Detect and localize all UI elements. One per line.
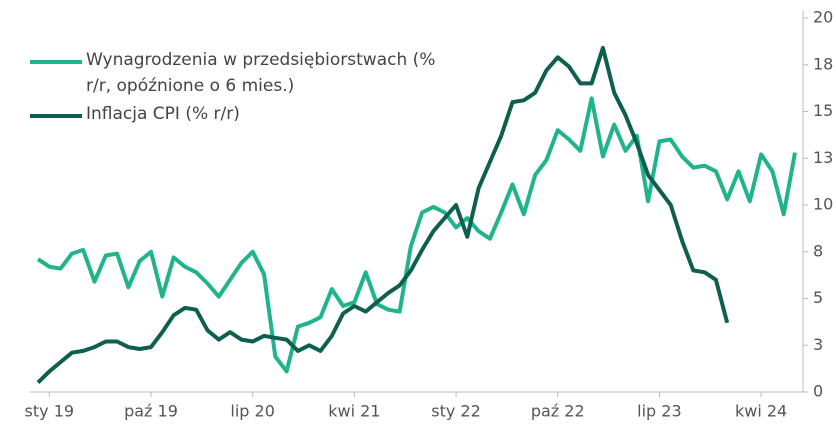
legend-swatch xyxy=(30,60,82,64)
series-line xyxy=(36,96,797,374)
y-tick-label: 5 xyxy=(813,288,823,307)
legend-label: Wynagrodzenia w przedsiębiorstwach (% r/… xyxy=(86,50,436,96)
x-tick-label: lip 23 xyxy=(637,402,682,421)
x-tick-label: kwi 24 xyxy=(735,402,787,421)
y-tick-label: 13 xyxy=(813,148,833,167)
y-tick-label: 0 xyxy=(813,382,823,401)
x-tick-label: sty 22 xyxy=(431,402,481,421)
x-tick-label: lip 20 xyxy=(230,402,275,421)
x-tick-label: sty 19 xyxy=(25,402,75,421)
y-tick-label: 20 xyxy=(813,8,833,27)
y-tick-label: 8 xyxy=(813,241,823,260)
x-tick-label: paź 22 xyxy=(531,402,585,421)
y-tick-label: 3 xyxy=(813,335,823,354)
x-tick-label: paź 19 xyxy=(124,402,178,421)
legend-label: Inflacja CPI (% r/r) xyxy=(86,104,240,124)
legend-swatch xyxy=(30,114,82,118)
y-tick-label: 15 xyxy=(813,101,833,120)
y-tick-label: 18 xyxy=(813,54,833,73)
series-line xyxy=(36,45,730,385)
x-tick-label: kwi 21 xyxy=(328,402,380,421)
y-tick-label: 10 xyxy=(813,195,833,214)
